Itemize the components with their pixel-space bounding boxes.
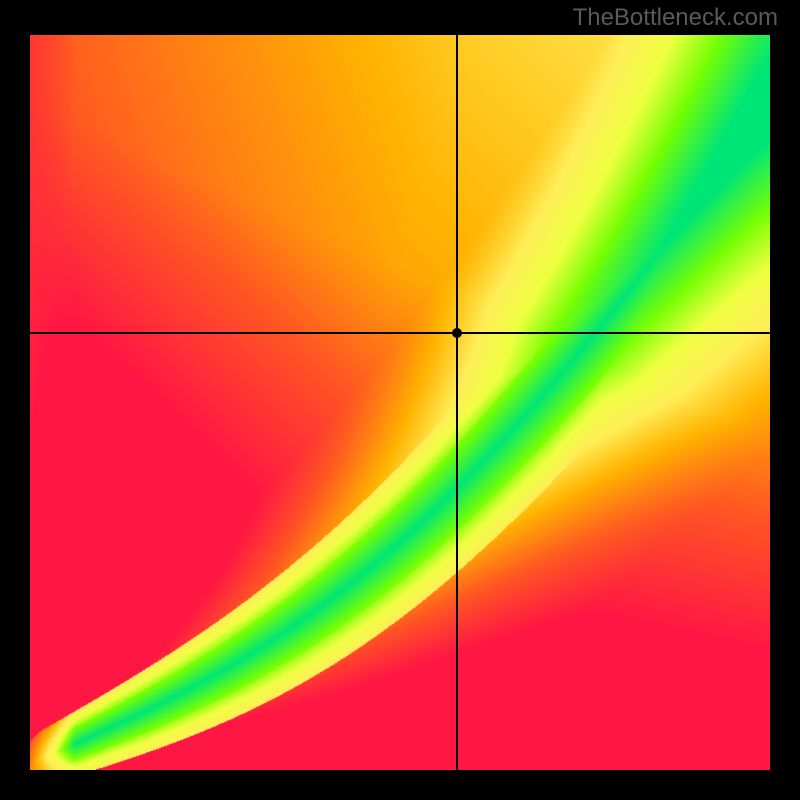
heatmap-canvas — [30, 35, 770, 770]
heatmap-plot — [30, 35, 770, 770]
watermark-text: TheBottleneck.com — [573, 4, 778, 32]
crosshair-marker — [452, 328, 462, 338]
crosshair-vertical — [456, 35, 458, 770]
crosshair-horizontal — [30, 332, 770, 334]
